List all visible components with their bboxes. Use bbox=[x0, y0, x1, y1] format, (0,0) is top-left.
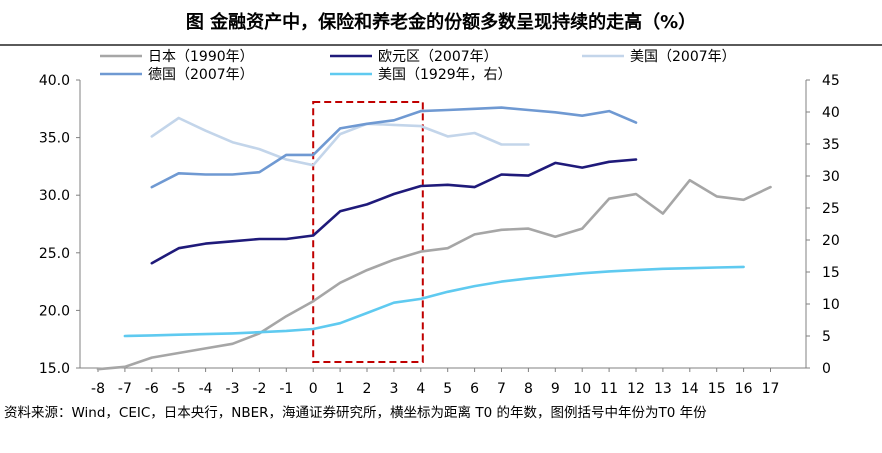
axes: 15.020.025.030.035.040.00510152025303540… bbox=[39, 73, 840, 397]
x-tick-label: 10 bbox=[573, 381, 591, 397]
x-tick-label: -2 bbox=[252, 381, 266, 397]
y-left-tick-label: 20.0 bbox=[39, 303, 70, 319]
x-tick-label: -3 bbox=[226, 381, 240, 397]
y-left-tick-label: 40.0 bbox=[39, 73, 70, 89]
y-right-tick-label: 0 bbox=[822, 361, 831, 377]
series-line-euro bbox=[150, 158, 638, 265]
legend-label-us1929: 美国（1929年，右） bbox=[378, 67, 512, 83]
source-note: 资料来源：Wind，CEIC，日本央行，NBER，海通证券研究所，横坐标为距离 … bbox=[4, 405, 707, 421]
x-tick-label: 11 bbox=[600, 381, 618, 397]
legend-label-germany: 德国（2007年） bbox=[148, 67, 254, 83]
y-left-tick-label: 30.0 bbox=[39, 188, 70, 204]
y-right-tick-label: 20 bbox=[822, 233, 840, 249]
line-chart: 15.020.025.030.035.040.00510152025303540… bbox=[39, 49, 840, 397]
x-tick-label: 3 bbox=[389, 381, 398, 397]
y-left-tick-label: 25.0 bbox=[39, 246, 70, 262]
legend-label-euro: 欧元区（2007年） bbox=[378, 49, 498, 65]
chart-title: 图 金融资产中，保险和养老金的份额多数呈现持续的走高（%） bbox=[0, 0, 882, 46]
x-tick-label: -8 bbox=[91, 381, 105, 397]
y-right-tick-label: 15 bbox=[822, 265, 840, 281]
x-tick-label: 16 bbox=[735, 381, 753, 397]
legend-label-us2007: 美国（2007年） bbox=[630, 49, 736, 65]
x-tick-label: 1 bbox=[336, 381, 345, 397]
x-tick-label: 13 bbox=[654, 381, 672, 397]
y-right-tick-label: 30 bbox=[822, 169, 840, 185]
y-left-tick-label: 35.0 bbox=[39, 131, 70, 147]
x-tick-label: 15 bbox=[708, 381, 726, 397]
x-tick-label: 9 bbox=[551, 381, 560, 397]
series-line-japan bbox=[96, 178, 772, 371]
series-line-us1929 bbox=[123, 265, 745, 338]
x-tick-label: -5 bbox=[172, 381, 186, 397]
series-line-us2007 bbox=[150, 116, 530, 167]
y-right-tick-label: 5 bbox=[822, 329, 831, 345]
y-right-tick-label: 45 bbox=[822, 73, 840, 89]
x-tick-label: -6 bbox=[145, 381, 159, 397]
x-tick-label: 8 bbox=[524, 381, 533, 397]
x-tick-label: 17 bbox=[762, 381, 780, 397]
x-tick-label: 2 bbox=[363, 381, 372, 397]
x-tick-label: 14 bbox=[681, 381, 699, 397]
y-right-tick-label: 25 bbox=[822, 201, 840, 217]
y-left-tick-label: 15.0 bbox=[39, 361, 70, 377]
x-tick-label: 5 bbox=[443, 381, 452, 397]
x-tick-label: -7 bbox=[118, 381, 132, 397]
y-right-tick-label: 10 bbox=[822, 297, 840, 313]
series-line-germany bbox=[150, 106, 638, 189]
y-right-tick-label: 35 bbox=[822, 137, 840, 153]
x-tick-label: -1 bbox=[279, 381, 293, 397]
x-tick-label: 6 bbox=[470, 381, 479, 397]
x-tick-label: 7 bbox=[497, 381, 506, 397]
legend: 日本（1990年） 欧元区（2007年） 美国（2007年） 德国（2007年） 美国（… bbox=[100, 49, 736, 83]
y-right-tick-label: 40 bbox=[822, 105, 840, 121]
series-lines bbox=[96, 106, 772, 371]
highlight-box bbox=[312, 101, 424, 363]
x-tick-label: 4 bbox=[416, 381, 425, 397]
legend-label-japan: 日本（1990年） bbox=[148, 49, 254, 65]
x-tick-label: -4 bbox=[199, 381, 213, 397]
x-tick-label: 12 bbox=[627, 381, 645, 397]
x-tick-label: 0 bbox=[309, 381, 318, 397]
